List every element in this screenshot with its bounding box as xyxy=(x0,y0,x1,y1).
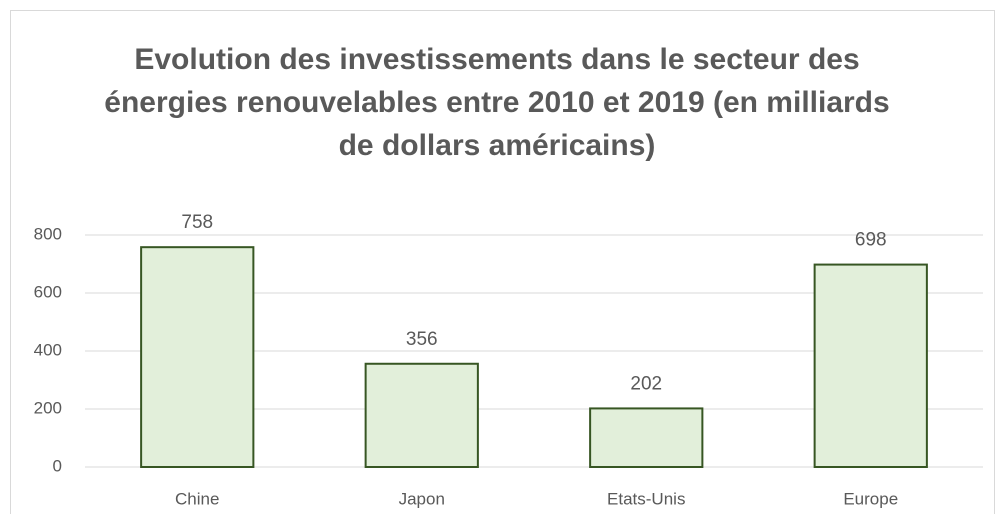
x-tick-label: Chine xyxy=(175,489,219,508)
x-tick-label: Europe xyxy=(843,489,898,508)
bar xyxy=(364,362,479,469)
value-label: 202 xyxy=(630,373,662,394)
x-tick-label: Japon xyxy=(399,489,445,508)
y-tick-label: 200 xyxy=(34,398,62,417)
value-label: 356 xyxy=(406,329,438,350)
y-tick-label: 400 xyxy=(34,340,62,359)
bar xyxy=(589,407,704,469)
y-tick-label: 0 xyxy=(53,456,62,475)
y-tick-label: 600 xyxy=(34,282,62,301)
x-tick-label: Etats-Unis xyxy=(607,489,685,508)
value-label: 698 xyxy=(855,230,887,251)
bar xyxy=(140,246,255,468)
y-tick-label: 800 xyxy=(34,224,62,243)
value-label: 758 xyxy=(181,212,213,233)
chart-title: Evolution des investissements dans le se… xyxy=(104,43,890,162)
bar xyxy=(813,263,928,468)
